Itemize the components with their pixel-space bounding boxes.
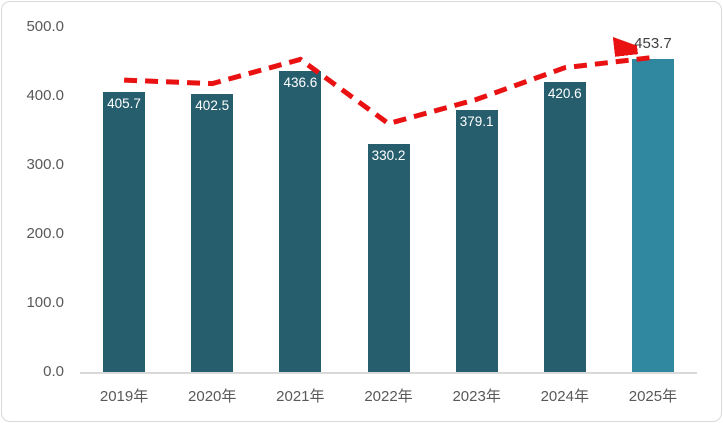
bar-2020年 <box>191 94 234 372</box>
y-tick-label: 0.0 <box>43 363 64 380</box>
bar-value-label: 405.7 <box>107 96 141 112</box>
bar-value-label: 453.7 <box>634 34 672 52</box>
bar-2023年 <box>455 110 498 372</box>
bar-value-label: 436.6 <box>283 74 318 90</box>
x-tick-label: 2024年 <box>540 388 589 405</box>
x-tick-label: 2025年 <box>628 388 678 405</box>
bar-2019年 <box>103 92 146 372</box>
y-tick-label: 300.0 <box>26 156 64 173</box>
y-tick-label: 100.0 <box>26 294 64 311</box>
x-tick-label: 2023年 <box>452 388 501 405</box>
x-tick-label: 2021年 <box>276 388 325 405</box>
x-tick-label: 2020年 <box>188 388 237 405</box>
x-axis-line <box>80 372 697 374</box>
y-tick-label: 400.0 <box>26 87 64 104</box>
bar-value-label: 420.6 <box>547 85 582 101</box>
bar-2025年 <box>631 58 674 372</box>
bar-value-label: 330.2 <box>371 148 406 164</box>
x-tick-label: 2022年 <box>364 388 413 405</box>
bar-value-label: 402.5 <box>195 98 230 114</box>
x-tick-label: 2019年 <box>99 388 149 405</box>
y-tick-label: 500.0 <box>26 18 64 35</box>
y-tick-label: 200.0 <box>26 225 64 242</box>
bar-value-label: 379.1 <box>459 114 494 130</box>
bar-2024年 <box>543 81 586 372</box>
bar-2022年 <box>367 144 410 372</box>
bar-2021年 <box>279 70 322 372</box>
